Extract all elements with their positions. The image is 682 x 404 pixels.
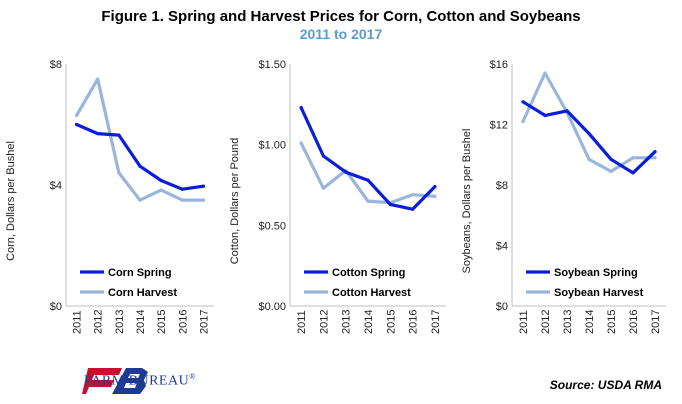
brand-name: FARM BUREAU® bbox=[84, 372, 196, 389]
farm-bureau-logo-icon bbox=[82, 368, 148, 394]
data-point-harvest bbox=[521, 119, 525, 124]
y-tick-label: $0.50 bbox=[258, 220, 286, 232]
legend-label-spring: Cotton Spring bbox=[332, 267, 405, 279]
data-point-spring bbox=[433, 185, 437, 189]
x-tick-label: 2014 bbox=[584, 310, 596, 334]
y-tick-label: $4 bbox=[50, 180, 62, 192]
legend-label-spring: Corn Spring bbox=[108, 267, 172, 279]
x-tick-label: 2011 bbox=[296, 310, 308, 334]
y-tick-label: $12 bbox=[490, 120, 508, 132]
data-point-spring bbox=[96, 131, 100, 136]
chart-title: Figure 1. Spring and Harvest Prices for … bbox=[101, 8, 581, 25]
y-tick-label: $0 bbox=[496, 301, 508, 313]
series-line-spring bbox=[521, 100, 657, 175]
x-tick-label: 2013 bbox=[341, 310, 353, 334]
x-tick-label: 2016 bbox=[408, 310, 420, 334]
legend-label-harvest: Soybean Harvest bbox=[554, 287, 644, 299]
data-point-harvest bbox=[138, 198, 142, 202]
y-tick-label: $1.50 bbox=[258, 59, 286, 71]
data-point-spring bbox=[410, 207, 415, 211]
data-point-spring bbox=[388, 202, 392, 206]
data-point-harvest bbox=[410, 193, 415, 197]
series-line-harvest bbox=[74, 77, 205, 202]
x-tick-label: 2017 bbox=[430, 310, 442, 334]
x-tick-label: 2014 bbox=[363, 310, 375, 334]
legend-label-harvest: Corn Harvest bbox=[108, 287, 177, 299]
x-tick-label: 2015 bbox=[385, 310, 397, 334]
source-note: Source: USDA RMA bbox=[549, 378, 662, 392]
y-tick-label: $8 bbox=[496, 180, 508, 192]
data-point-spring bbox=[117, 133, 121, 137]
data-point-spring bbox=[543, 113, 547, 118]
data-point-spring bbox=[138, 164, 142, 168]
data-point-spring bbox=[521, 100, 525, 104]
data-point-harvest bbox=[587, 157, 591, 161]
x-tick-label: 2017 bbox=[650, 310, 662, 334]
y-axis-title: Corn, Dollars per Bushel bbox=[5, 141, 17, 261]
data-point-harvest bbox=[631, 156, 635, 160]
x-tick-label: 2015 bbox=[156, 310, 168, 334]
x-tick-label: 2012 bbox=[318, 310, 330, 334]
y-tick-label: $0.00 bbox=[258, 301, 286, 313]
x-tick-label: 2012 bbox=[540, 310, 552, 334]
data-point-harvest bbox=[321, 186, 326, 190]
data-point-spring bbox=[159, 178, 163, 183]
data-point-spring bbox=[74, 122, 79, 127]
y-axis-title: Cotton, Dollars per Pound bbox=[229, 138, 241, 265]
data-point-spring bbox=[631, 171, 635, 175]
data-point-spring bbox=[565, 109, 569, 113]
data-point-harvest bbox=[117, 171, 121, 175]
data-point-spring bbox=[653, 150, 657, 154]
x-tick-label: 2013 bbox=[114, 310, 126, 334]
data-point-spring bbox=[299, 105, 303, 110]
x-tick-label: 2015 bbox=[606, 310, 618, 334]
x-tick-label: 2011 bbox=[518, 310, 530, 334]
data-point-spring bbox=[180, 187, 184, 191]
data-point-harvest bbox=[74, 113, 79, 118]
data-point-spring bbox=[321, 154, 326, 158]
data-point-harvest bbox=[366, 199, 370, 203]
series-line-harvest bbox=[521, 71, 657, 173]
data-point-spring bbox=[201, 184, 206, 188]
x-tick-label: 2013 bbox=[562, 310, 574, 334]
data-point-harvest bbox=[543, 71, 547, 75]
y-axis-title: Soybeans, Dollars per Bushel bbox=[461, 129, 473, 274]
x-tick-label: 2011 bbox=[72, 310, 84, 334]
y-tick-label: $1.00 bbox=[258, 140, 286, 152]
legend-label-spring: Soybean Spring bbox=[554, 267, 638, 279]
y-tick-label: $4 bbox=[496, 241, 508, 253]
data-point-harvest bbox=[433, 194, 437, 198]
series-line-spring bbox=[74, 122, 205, 191]
y-tick-label: $0 bbox=[50, 301, 62, 313]
x-tick-label: 2014 bbox=[135, 310, 147, 334]
data-point-harvest bbox=[159, 188, 163, 192]
chart-subtitle: 2011 to 2017 bbox=[299, 26, 383, 42]
data-point-spring bbox=[587, 131, 591, 136]
data-point-harvest bbox=[609, 169, 613, 173]
data-point-harvest bbox=[180, 198, 184, 202]
legend-label-harvest: Cotton Harvest bbox=[332, 287, 411, 299]
x-tick-label: 2017 bbox=[198, 310, 210, 334]
data-point-harvest bbox=[96, 77, 100, 81]
y-tick-label: $8 bbox=[50, 59, 62, 71]
data-point-harvest bbox=[299, 141, 303, 145]
data-point-spring bbox=[609, 157, 613, 161]
x-tick-label: 2012 bbox=[93, 310, 105, 334]
data-point-harvest bbox=[201, 198, 206, 202]
y-tick-label: $16 bbox=[490, 59, 508, 71]
data-point-harvest bbox=[653, 156, 657, 160]
x-tick-label: 2016 bbox=[628, 310, 640, 334]
data-point-spring bbox=[344, 170, 348, 174]
data-point-spring bbox=[366, 178, 370, 182]
x-tick-label: 2016 bbox=[177, 310, 189, 334]
